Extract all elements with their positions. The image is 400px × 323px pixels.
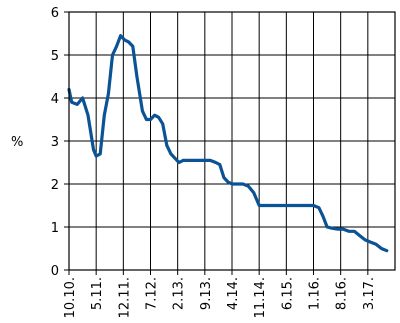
y-tick-label: 0 [51, 264, 59, 279]
x-tick-label: 1.16. [308, 277, 323, 310]
series [67, 34, 389, 253]
x-tick-label: 3.17. [362, 277, 377, 310]
y-axis-label: % [11, 135, 23, 150]
y-tick-label: 6 [51, 6, 59, 21]
x-tick-label: 6.15. [280, 277, 295, 310]
x-tick-label: 2.13. [172, 277, 187, 310]
y-tick-label: 1 [51, 221, 59, 236]
plot-frame [68, 11, 396, 271]
grid [69, 11, 395, 271]
x-tick-label: 8.16. [335, 277, 350, 310]
x-tick-label: 12.11. [117, 277, 132, 318]
x-tick-label: 11.14. [253, 277, 268, 318]
series-line [67, 34, 389, 253]
x-tick-label: 7.12. [145, 277, 160, 310]
x-tick-label: 5.11. [90, 277, 105, 310]
y-tick-label: 3 [51, 135, 59, 150]
x-tick-label: 10.10. [63, 277, 78, 318]
y-axis-ticks: 0 1 2 3 4 5 6 [51, 6, 69, 279]
y-tick-label: 5 [51, 49, 59, 64]
y-tick-label: 2 [51, 178, 59, 193]
y-tick-label: 4 [51, 92, 59, 107]
x-tick-label: 4.14. [226, 277, 241, 310]
x-axis-ticks: 10.10. 5.11. 12.11. 7.12. 2.13. 9.13. 4.14. 11.… [63, 270, 377, 318]
x-tick-label: 9.13. [199, 277, 214, 310]
